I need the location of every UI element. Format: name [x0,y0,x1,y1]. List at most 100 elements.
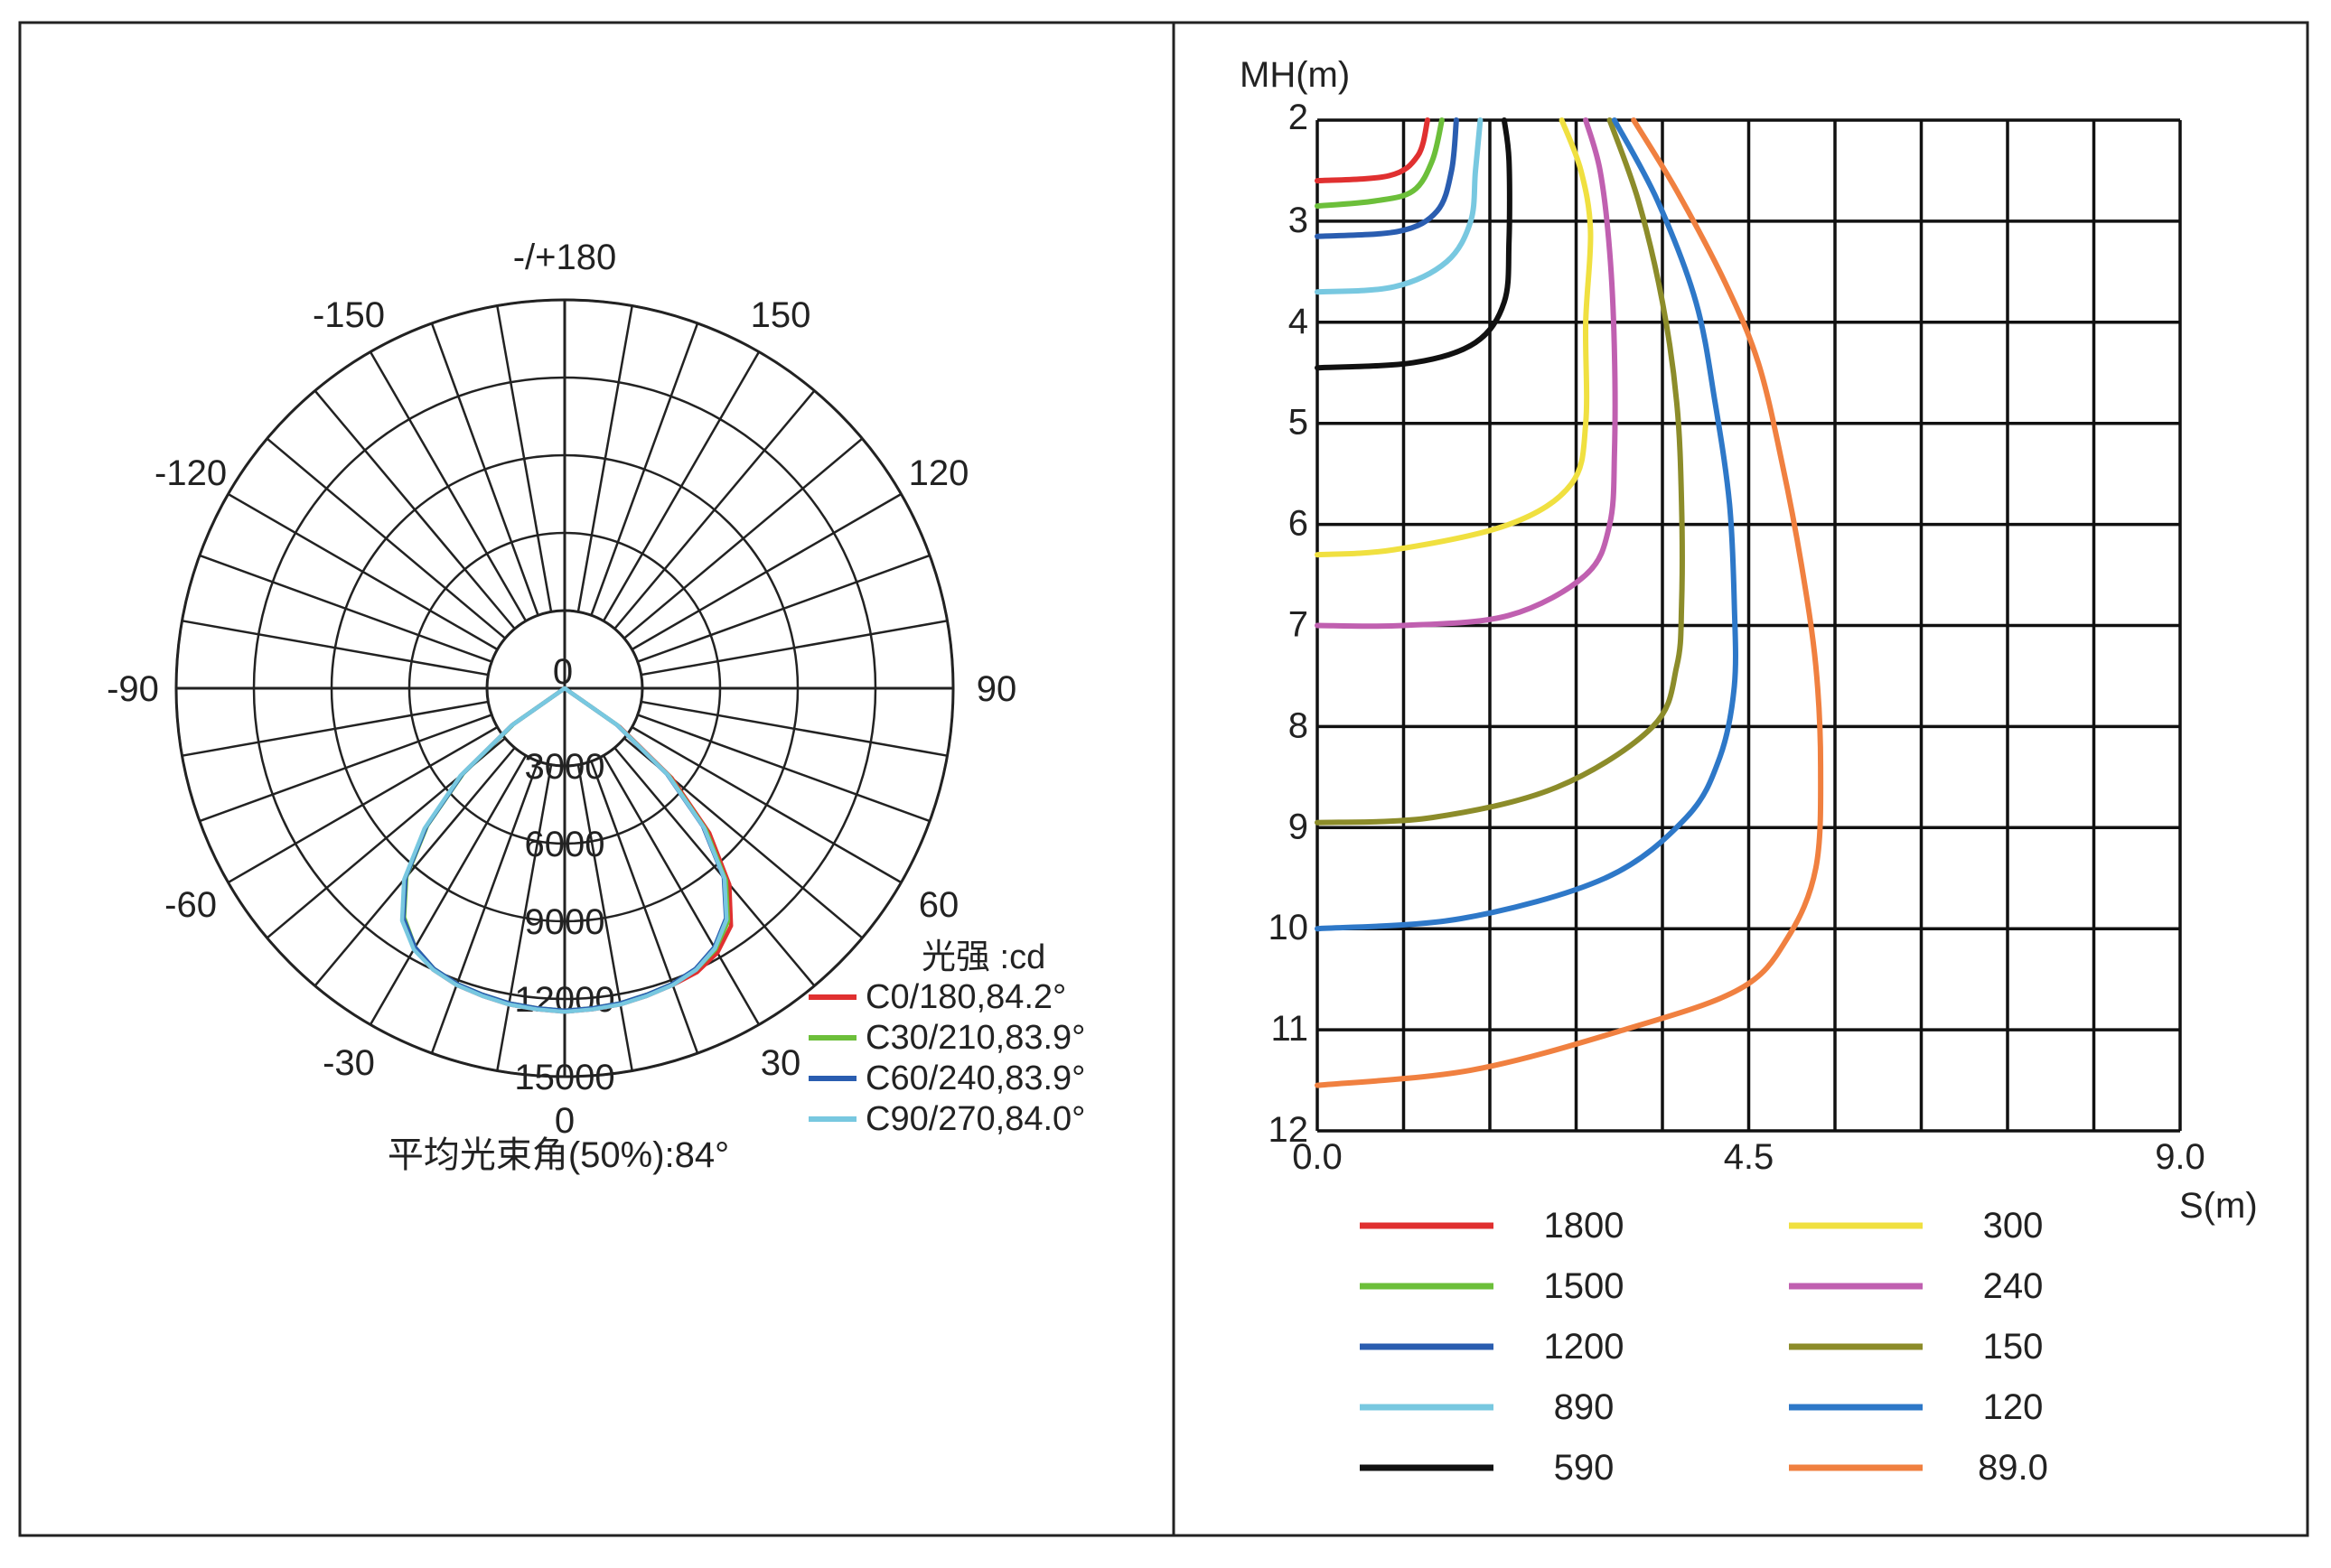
iso-y-tick-label: 8 [1288,705,1308,745]
polar-spoke [369,350,528,622]
iso-legend: 1800 1500 1200 890 590 300 240 150 120 89.0 [1360,1206,2048,1488]
polar-angle-label: 30 [761,1043,801,1083]
polar-spoke [182,620,489,677]
iso-y-tick-label: 3 [1288,201,1308,240]
iso-legend-label: 240 [1983,1266,2044,1306]
polar-angle-label: 0 [555,1101,575,1141]
polar-angle-label: 120 [909,453,969,493]
polar-spoke [266,437,506,639]
iso-y-tick-label: 2 [1288,98,1308,137]
polar-series-line [399,686,729,1014]
iso-x-axis-label: S(m) [2179,1186,2258,1226]
iso-x-tick-label: 9.0 [2155,1137,2205,1177]
polar-spoke [199,714,492,823]
polar-spoke [637,714,931,823]
polar-spoke [637,554,931,663]
polar-radial-label: 6000 [525,825,605,864]
iso-legend-label: 120 [1983,1387,2044,1427]
polar-legend-label: C90/270,84.0° [866,1100,1085,1138]
iso-y-tick-label: 11 [1270,1009,1308,1049]
iso-y-axis-label: MH(m) [1240,55,1350,95]
polar-angle-label: 150 [751,295,811,335]
iso-y-tick-label: 5 [1288,403,1308,443]
polar-grid [174,298,955,1078]
polar-spoke [576,764,633,1071]
iso-series-line [1315,117,1512,371]
iso-x-tick-label: 4.5 [1724,1137,1774,1177]
polar-spoke [496,764,553,1071]
polar-spoke [227,725,499,884]
polar-legend-label: C0/180,84.2° [866,978,1066,1016]
polar-spoke [199,554,492,663]
polar-angle-label: -150 [313,295,385,335]
iso-y-tick-label: 4 [1288,302,1308,341]
iso-series-line [1315,117,1685,826]
iso-legend-label: 890 [1554,1387,1615,1427]
iso-curves [1315,117,1824,1088]
polar-spoke [182,700,489,757]
polar-angle-label: -/+180 [513,238,617,277]
polar-angle-label: -30 [323,1043,375,1083]
polar-spoke [314,389,516,630]
polar-spoke [576,305,633,612]
iso-series-line [1315,117,1594,558]
iso-series-line [1315,117,1430,184]
iso-y-tick-labels: 2 3 4 5 6 7 8 9 10 11 12 [1268,98,1309,1150]
polar-spoke [369,754,528,1026]
polar-unit-label: 光强 :cd [922,938,1045,976]
right-panel-border [1172,21,2309,1537]
polar-spoke [641,620,948,677]
polar-title: 平均光束角(50%):84° [388,1135,729,1175]
iso-legend-label: 1200 [1544,1327,1624,1367]
polar-curves [399,686,734,1014]
polar-spoke [613,747,816,987]
iso-x-tick-labels: 0.0 4.5 9.0 [1292,1137,2205,1177]
polar-spoke [496,305,553,612]
polar-legend-label: C30/210,83.9° [866,1019,1085,1057]
polar-legend: C0/180,84.2°C30/210,83.9°C60/240,83.9°C9… [809,978,1085,1138]
polar-spoke [623,437,864,639]
polar-spoke [602,350,761,622]
polar-center-label: 0 [553,652,573,692]
iso-y-tick-label: 12 [1268,1110,1309,1150]
polar-spoke [631,725,903,884]
iso-legend-label: 300 [1983,1206,2044,1246]
polar-angle-label: -120 [154,453,227,493]
iso-series-line [1315,117,1738,932]
iso-series-line [1315,117,1824,1088]
iso-y-tick-label: 9 [1288,807,1308,846]
iso-legend-label: 150 [1983,1327,2044,1367]
polar-legend-label: C60/240,83.9° [866,1059,1085,1097]
polar-spoke [590,322,699,616]
polar-radial-label: 9000 [525,902,605,942]
iso-series-line [1315,117,1459,239]
iso-y-tick-label: 6 [1288,504,1308,544]
polar-radial-label: 3000 [525,747,605,787]
polar-spoke [430,761,539,1054]
iso-y-tick-label: 10 [1268,908,1309,947]
iso-x-tick-label: 0.0 [1292,1137,1343,1177]
iso-legend-label: 1800 [1544,1206,1624,1246]
iso-legend-label: 590 [1554,1448,1615,1488]
iso-series-line [1315,117,1618,630]
polar-spoke [430,322,539,616]
polar-angle-labels: -/+180 150 120 90 60 30 0 -30 -60 -90 -120 -150 [107,238,1016,1141]
polar-spoke [631,492,903,651]
iso-y-tick-label: 7 [1288,605,1308,645]
polar-spoke [227,492,499,651]
polar-angle-label: -90 [107,669,159,709]
polar-angle-label: 90 [977,669,1017,709]
polar-spoke [314,747,516,987]
iso-legend-label: 89.0 [1978,1448,2048,1488]
iso-grid [1315,118,2182,1133]
polar-spoke [613,389,816,630]
polar-radial-label: 15000 [514,1058,614,1097]
polar-spoke [641,700,948,757]
iso-series-line [1315,117,1484,295]
polar-angle-label: -60 [164,885,217,925]
iso-legend-label: 1500 [1544,1266,1624,1306]
polar-angle-label: 60 [919,885,960,925]
polar-spoke [602,754,761,1026]
polar-spoke [590,761,699,1054]
